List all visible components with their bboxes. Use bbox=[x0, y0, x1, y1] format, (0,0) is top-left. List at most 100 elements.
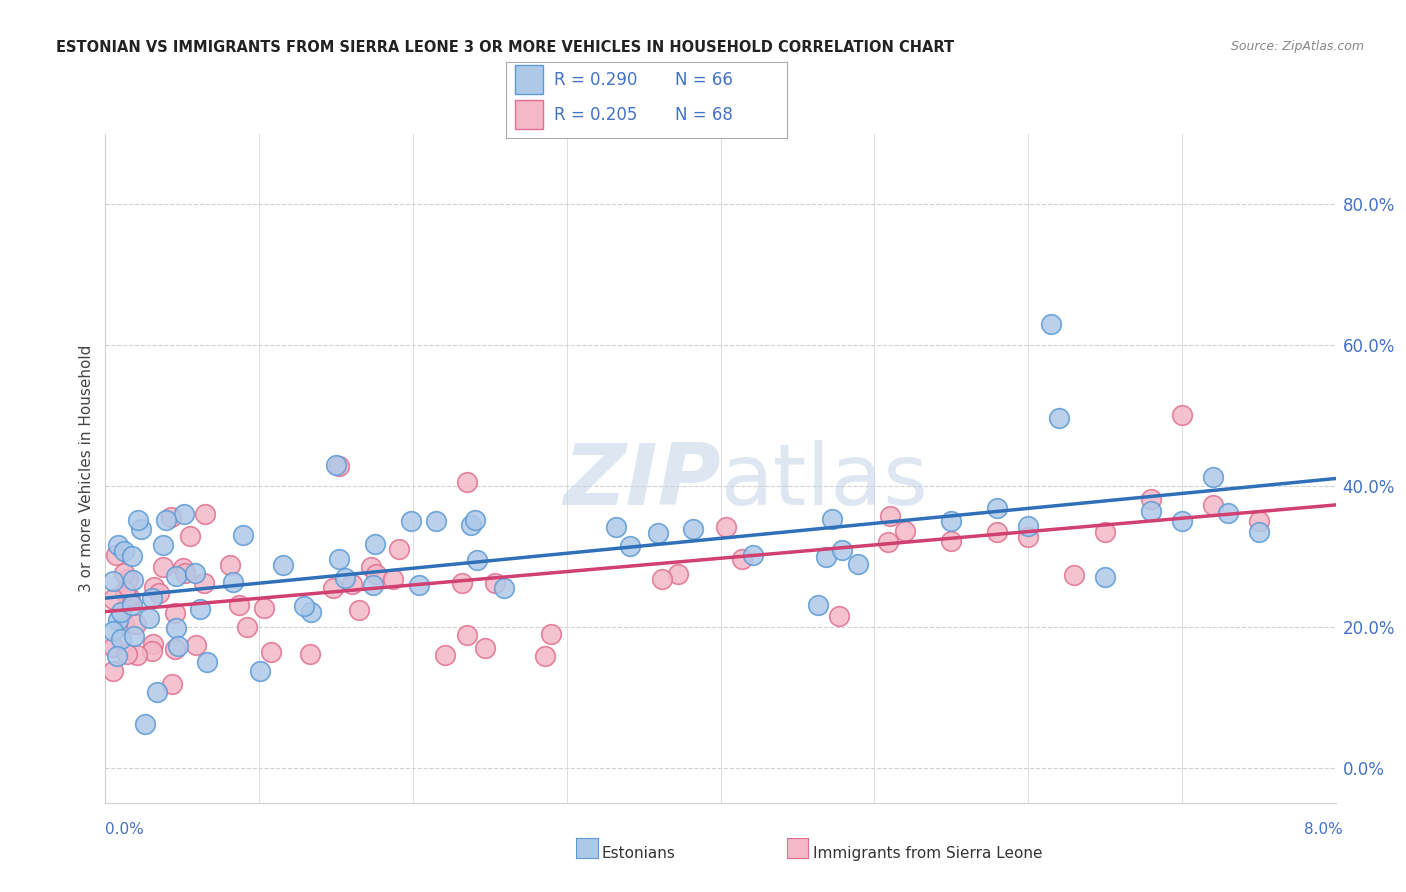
Point bbox=[146, 685, 169, 699]
Point bbox=[425, 514, 447, 528]
Text: atlas: atlas bbox=[721, 440, 928, 524]
Point bbox=[831, 543, 853, 558]
Point bbox=[742, 549, 765, 563]
Point bbox=[484, 575, 506, 590]
Point bbox=[322, 581, 344, 595]
Point bbox=[814, 550, 837, 565]
Point bbox=[121, 599, 143, 613]
Point bbox=[1094, 570, 1116, 584]
Point bbox=[152, 560, 174, 574]
Point bbox=[328, 552, 350, 566]
Text: R = 0.290: R = 0.290 bbox=[554, 70, 637, 89]
Point bbox=[110, 606, 132, 620]
Point bbox=[129, 522, 152, 536]
Text: N = 66: N = 66 bbox=[675, 70, 733, 89]
Point bbox=[188, 602, 211, 616]
Point bbox=[299, 605, 322, 619]
Point bbox=[941, 514, 963, 528]
Point bbox=[1247, 514, 1270, 528]
Text: ESTONIAN VS IMMIGRANTS FROM SIERRA LEONE 3 OR MORE VEHICLES IN HOUSEHOLD CORRELA: ESTONIAN VS IMMIGRANTS FROM SIERRA LEONE… bbox=[56, 40, 955, 55]
Point bbox=[271, 558, 294, 572]
Point bbox=[986, 501, 1008, 516]
Point bbox=[846, 558, 869, 572]
Point bbox=[163, 642, 186, 657]
Point bbox=[1017, 518, 1039, 533]
Point bbox=[120, 592, 142, 607]
Point bbox=[101, 640, 124, 655]
Point bbox=[433, 648, 456, 663]
Point bbox=[1202, 470, 1225, 484]
Point bbox=[142, 636, 165, 650]
Point bbox=[399, 514, 422, 528]
Point bbox=[651, 572, 673, 586]
Point bbox=[110, 632, 132, 646]
Point bbox=[127, 513, 149, 527]
Point bbox=[122, 629, 145, 643]
Point bbox=[1094, 525, 1116, 540]
Text: Source: ZipAtlas.com: Source: ZipAtlas.com bbox=[1230, 40, 1364, 54]
Point bbox=[451, 575, 474, 590]
Point bbox=[292, 599, 315, 613]
Point bbox=[134, 717, 156, 731]
Point bbox=[325, 458, 347, 472]
Point bbox=[101, 664, 124, 678]
Point bbox=[1063, 568, 1085, 582]
Point bbox=[142, 580, 165, 594]
Text: R = 0.205: R = 0.205 bbox=[554, 106, 637, 124]
Point bbox=[107, 613, 129, 627]
Point bbox=[179, 529, 201, 543]
Point bbox=[148, 586, 170, 600]
Point bbox=[125, 617, 148, 632]
Point bbox=[167, 640, 190, 654]
Point bbox=[1216, 506, 1239, 520]
Point bbox=[877, 535, 900, 549]
Point bbox=[155, 513, 177, 527]
Point bbox=[714, 519, 737, 533]
Point bbox=[183, 566, 205, 580]
Point bbox=[1247, 525, 1270, 540]
Point bbox=[174, 566, 197, 580]
Text: 8.0%: 8.0% bbox=[1303, 822, 1343, 837]
Point bbox=[1017, 530, 1039, 544]
Point bbox=[474, 641, 496, 656]
Point bbox=[456, 627, 478, 641]
Point bbox=[195, 655, 218, 669]
Point bbox=[492, 581, 515, 595]
Point bbox=[682, 522, 704, 536]
Point bbox=[807, 599, 830, 613]
Point bbox=[260, 645, 283, 659]
Point bbox=[117, 572, 139, 586]
Text: 0.0%: 0.0% bbox=[105, 822, 145, 837]
Point bbox=[165, 621, 187, 635]
Point bbox=[122, 573, 145, 587]
Point bbox=[1171, 409, 1194, 423]
Point bbox=[152, 538, 174, 552]
Point bbox=[219, 558, 242, 572]
Point bbox=[986, 524, 1008, 539]
Point bbox=[173, 508, 195, 522]
Y-axis label: 3 or more Vehicles in Household: 3 or more Vehicles in Household bbox=[79, 344, 94, 592]
Point bbox=[172, 561, 194, 575]
Point bbox=[193, 576, 215, 591]
Point bbox=[619, 539, 641, 553]
Point bbox=[1040, 317, 1063, 331]
Point bbox=[138, 611, 160, 625]
Point bbox=[879, 509, 901, 524]
Point bbox=[464, 512, 486, 526]
Point bbox=[382, 572, 405, 586]
Point bbox=[114, 587, 136, 601]
Point bbox=[894, 524, 917, 539]
Point bbox=[112, 566, 135, 580]
Point bbox=[408, 577, 430, 591]
Point bbox=[342, 577, 364, 591]
Point bbox=[112, 616, 135, 631]
Text: N = 68: N = 68 bbox=[675, 106, 733, 124]
Point bbox=[605, 519, 627, 533]
Point bbox=[647, 526, 669, 541]
Bar bbox=[515, 65, 543, 95]
Point bbox=[1171, 514, 1194, 528]
Point bbox=[1202, 498, 1225, 512]
Point bbox=[101, 591, 124, 606]
Point bbox=[364, 567, 387, 582]
Point bbox=[141, 643, 163, 657]
